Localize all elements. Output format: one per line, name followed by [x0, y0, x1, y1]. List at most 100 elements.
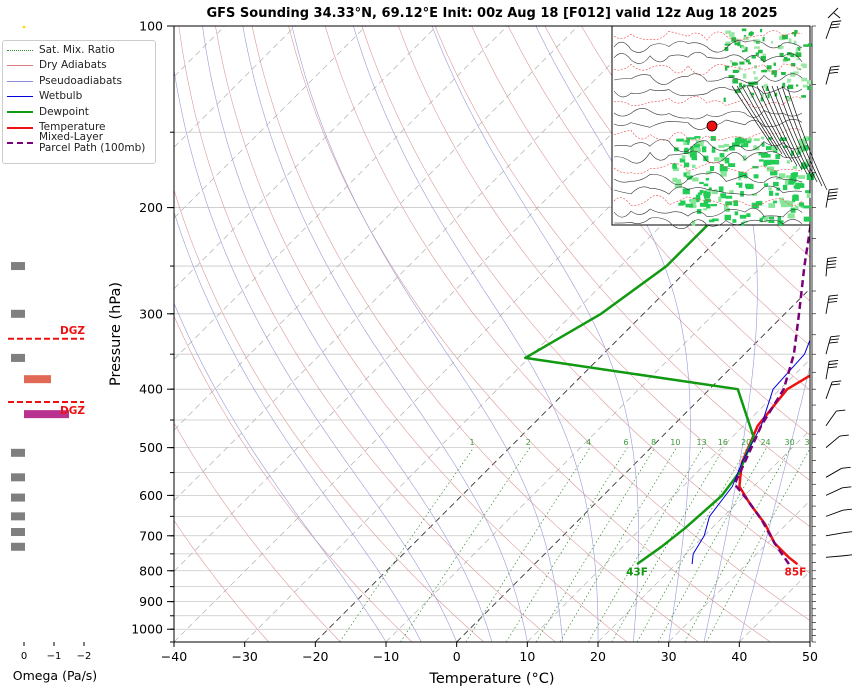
legend-item: Dewpoint: [7, 104, 89, 120]
isotherm-line: [456, 288, 810, 642]
omega-panel: 0 −1 −2 DGZ DGZ: [0, 25, 110, 662]
inset-map-precip: [759, 217, 763, 223]
pseudoadiabat-line: [673, 26, 758, 642]
inset-map-precip: [769, 190, 774, 196]
inset-map-precip: [794, 184, 801, 190]
legend-item: Pseudoadiabats: [7, 73, 122, 89]
mixing-ratio-label: 4: [586, 438, 591, 447]
inset-map-precip: [800, 63, 806, 67]
inset-map-precip: [803, 136, 809, 141]
legend-swatch: [7, 111, 33, 113]
wind-barb: [825, 258, 829, 277]
inset-map-precip: [736, 182, 743, 185]
wind-barb-flag: [828, 363, 838, 366]
inset-map-precip: [779, 52, 784, 57]
inset-map-precip: [746, 213, 751, 218]
x-tick-label: −10: [373, 649, 399, 664]
inset-map-precip: [794, 30, 798, 34]
inset-map-precip: [720, 193, 727, 199]
inset-map-precip: [753, 174, 759, 179]
inset-map-precip: [807, 86, 811, 90]
legend-item: Dry Adiabats: [7, 58, 107, 74]
inset-map-precip: [719, 153, 725, 158]
inset-map-precip: [739, 82, 742, 88]
inset-map-precip: [688, 137, 696, 140]
inset-map-precip: [699, 202, 707, 207]
inset-map-precip: [782, 34, 788, 40]
wind-barb: [827, 7, 839, 19]
wind-barb-flag: [829, 26, 839, 29]
inset-map-precip: [681, 155, 686, 160]
pseudoadiabat-line: [431, 26, 639, 642]
wind-barb-flag: [829, 338, 839, 341]
inset-map-precip: [734, 89, 738, 94]
inset-map-precip: [739, 214, 747, 219]
wind-barb: [825, 435, 841, 448]
inset-map-precip: [724, 157, 730, 164]
inset-map-precip: [806, 193, 811, 199]
inset-map-precip: [762, 215, 766, 219]
inset-map-precip: [795, 84, 799, 87]
dry-adiabat-line: [174, 519, 270, 642]
wind-barb-flag: [827, 197, 837, 200]
inset-map-precip: [764, 216, 768, 222]
wind-barb-flag: [841, 466, 851, 469]
dry-adiabat-line: [324, 26, 810, 621]
omega-bar: [11, 262, 25, 271]
inset-map-precip: [689, 151, 697, 158]
omega-bar: [24, 410, 69, 419]
legend-label: Mixed-Layer Parcel Path (100mb): [39, 131, 146, 154]
isotherm-line: [174, 26, 579, 431]
inset-map-precip: [732, 78, 739, 84]
inset-map-precip: [794, 33, 797, 37]
omega-axis-label: Omega (Pa/s): [13, 668, 97, 683]
inset-map-precip: [724, 43, 731, 46]
inset-map-precip: [751, 92, 754, 95]
inset-map-precip: [779, 222, 783, 227]
inset-map-precip: [711, 189, 718, 194]
inset-map-precip: [771, 145, 779, 151]
inset-map-contour: [751, 85, 793, 163]
inset-map-precip: [761, 69, 767, 73]
y-tick-label: 700: [139, 528, 163, 543]
wind-barb-flag: [842, 508, 852, 511]
legend-swatch: [7, 65, 33, 66]
inset-map-contour: [613, 128, 803, 141]
wind-barb-flag: [829, 359, 839, 362]
inset-map-precip: [733, 200, 739, 207]
mixing-ratio-line: [559, 447, 677, 642]
omega-marker: [22, 25, 26, 29]
inset-map-contour: [613, 108, 803, 120]
inset-map-precip: [725, 195, 733, 199]
mixing-ratio-label: 30: [785, 438, 795, 447]
inset-map-precip: [768, 187, 772, 191]
inset-map-precip: [760, 28, 763, 33]
inset-map-contour: [766, 85, 808, 175]
wind-barb: [825, 66, 832, 85]
inset-map-precip: [694, 136, 701, 139]
inset-map-precip: [797, 68, 802, 71]
inset-map-precip: [729, 190, 734, 194]
inset-map-precip: [796, 58, 800, 61]
inset-map-contour: [613, 139, 803, 153]
omega-bar: [11, 473, 25, 482]
inset-map-precip: [719, 166, 728, 172]
inset-map-precip: [732, 69, 739, 73]
inset-map-precip: [762, 36, 765, 42]
surface-temperature-label: 85F: [785, 566, 807, 578]
inset-map-precip: [720, 156, 725, 162]
inset-map-precip: [806, 80, 813, 85]
inset-map-precip: [699, 181, 704, 184]
wind-barb-flag: [832, 20, 842, 23]
x-tick-label: 20: [590, 649, 606, 664]
wind-barb-flag: [826, 263, 837, 266]
inset-map-precip: [786, 160, 790, 164]
wind-barb-flag: [830, 383, 841, 386]
inset-map-precip: [724, 205, 729, 211]
inset-map-precip: [760, 55, 766, 61]
wind-barb: [825, 189, 830, 208]
inset-map-contour: [613, 51, 803, 64]
inset-map-precip: [760, 97, 764, 102]
omega-bar: [11, 512, 25, 521]
legend-item: Mixed-Layer Parcel Path (100mb): [7, 131, 146, 154]
